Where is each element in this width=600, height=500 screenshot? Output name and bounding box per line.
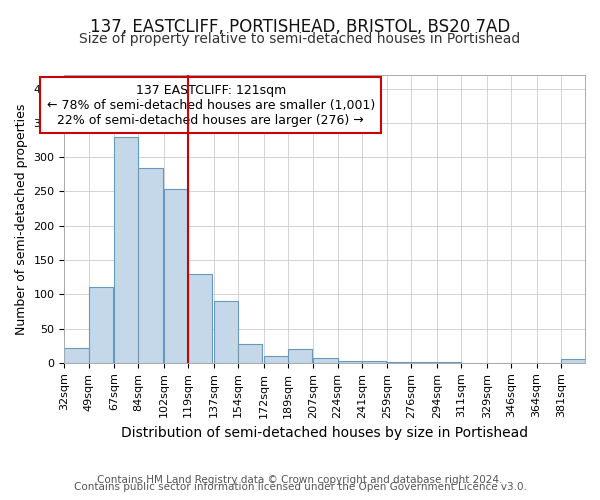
Text: Size of property relative to semi-detached houses in Portishead: Size of property relative to semi-detach… (79, 32, 521, 46)
Bar (114, 136, 139, 363)
Text: Contains HM Land Registry data © Crown copyright and database right 2024.: Contains HM Land Registry data © Crown c… (97, 475, 503, 485)
Bar (238, 344, 262, 363)
Bar (188, 274, 212, 363)
Bar (139, 168, 163, 363)
Bar (387, 362, 412, 363)
Bar (362, 362, 386, 363)
Bar (338, 362, 362, 363)
X-axis label: Distribution of semi-detached houses by size in Portishead: Distribution of semi-detached houses by … (121, 426, 528, 440)
Bar (164, 190, 188, 363)
Bar (437, 362, 461, 363)
Bar (214, 301, 238, 363)
Bar (64, 348, 89, 363)
Bar (313, 358, 338, 363)
Bar (263, 356, 288, 363)
Y-axis label: Number of semi-detached properties: Number of semi-detached properties (15, 103, 28, 334)
Bar (89, 288, 113, 363)
Bar (561, 360, 585, 363)
Text: 137, EASTCLIFF, PORTISHEAD, BRISTOL, BS20 7AD: 137, EASTCLIFF, PORTISHEAD, BRISTOL, BS2… (90, 18, 510, 36)
Text: Contains public sector information licensed under the Open Government Licence v3: Contains public sector information licen… (74, 482, 526, 492)
Bar (412, 362, 436, 363)
Text: 137 EASTCLIFF: 121sqm
← 78% of semi-detached houses are smaller (1,001)
22% of s: 137 EASTCLIFF: 121sqm ← 78% of semi-deta… (47, 84, 375, 126)
Bar (288, 349, 312, 363)
